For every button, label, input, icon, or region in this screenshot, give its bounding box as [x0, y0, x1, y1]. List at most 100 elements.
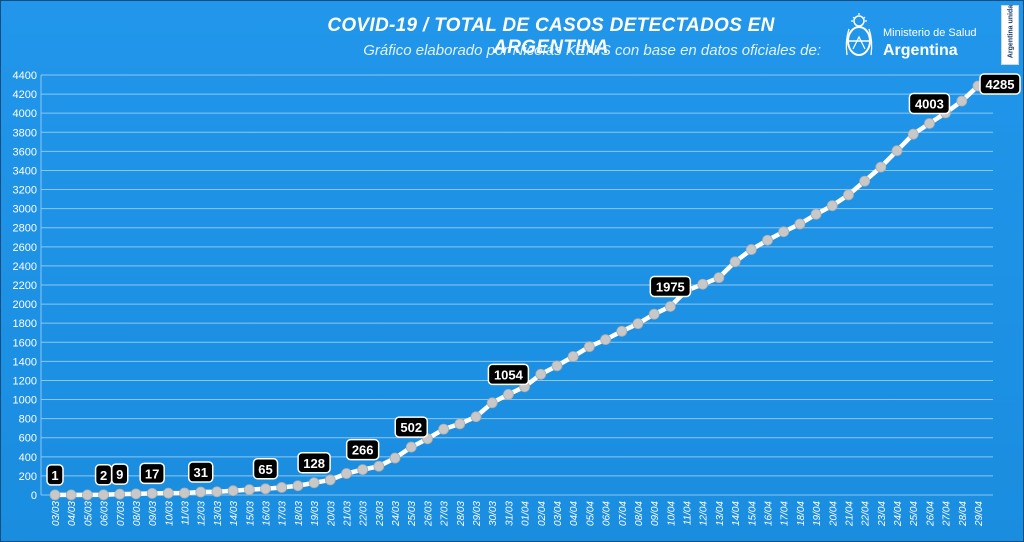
data-label-box: [139, 462, 165, 485]
data-point: [810, 208, 822, 220]
x-tick-label: 19/04: [812, 501, 823, 526]
data-point: [470, 411, 482, 423]
data-point: [632, 318, 644, 330]
x-tick-label: 15/03: [245, 501, 256, 526]
x-tick-label: 10/04: [666, 501, 677, 526]
x-tick-label: 25/03: [407, 501, 418, 527]
data-label-text: 1975: [656, 279, 685, 294]
x-tick-label: 16/03: [262, 501, 273, 526]
y-tick-label: 400: [19, 452, 37, 464]
x-tick-label: 26/04: [925, 501, 936, 527]
y-tick-label: 3200: [13, 185, 37, 197]
data-label-text: 4003: [915, 96, 944, 111]
data-point: [49, 489, 61, 501]
data-label-text: 1054: [494, 367, 524, 382]
country-name: Argentina: [883, 42, 958, 59]
data-point: [745, 244, 757, 255]
x-tick-label: 01/04: [521, 501, 532, 526]
data-label-box: [252, 458, 279, 480]
ministry-name: Ministerio de Salud: [883, 27, 977, 39]
data-point: [308, 477, 320, 489]
x-tick-label: 07/03: [116, 501, 127, 526]
x-tick-label: 17/03: [278, 501, 289, 526]
x-tick-label: 11/03: [181, 501, 192, 526]
data-label: 4285: [979, 73, 1021, 95]
data-point: [65, 489, 77, 501]
data-point: [535, 368, 547, 380]
x-tick-label: 08/04: [634, 501, 645, 526]
data-label: 1975: [649, 275, 692, 298]
data-label: 31: [187, 461, 214, 483]
data-point: [843, 189, 854, 201]
y-tick-label: 3800: [13, 127, 37, 139]
data-point: [486, 397, 498, 409]
data-point: [227, 485, 239, 497]
data-label: 1054: [487, 363, 530, 386]
x-tick-label: 06/04: [602, 501, 613, 526]
data-point: [454, 418, 466, 430]
x-tick-label: 10/03: [164, 501, 175, 526]
y-tick-label: 3000: [13, 204, 37, 216]
x-tick-label: 03/03: [51, 501, 62, 526]
data-point: [713, 272, 725, 284]
chart-title: COVID-19 / TOTAL DE CASOS DETECTADOS EN …: [327, 15, 775, 58]
x-tick-label: 07/04: [618, 501, 629, 526]
data-label-box: [908, 92, 951, 115]
data-label-box: [187, 461, 214, 483]
x-tick-label: 11/04: [683, 501, 694, 526]
data-point: [341, 468, 352, 479]
data-label: 2: [94, 464, 113, 486]
x-tick-label: 28/04: [958, 501, 969, 527]
data-point: [179, 487, 190, 499]
data-label-box: [649, 275, 692, 298]
x-tick-label: 16/04: [763, 501, 774, 526]
data-point: [891, 145, 903, 157]
x-tick-label: 14/03: [229, 501, 240, 526]
argentina-unida-badge: Argentina unida: [1001, 5, 1019, 65]
data-point: [357, 464, 369, 476]
x-tick-label: 05/03: [83, 501, 94, 526]
data-point: [324, 474, 336, 486]
x-tick-label: 27/03: [440, 501, 451, 527]
x-tick-label: 21/04: [844, 501, 855, 527]
x-tick-label: 18/04: [796, 501, 807, 526]
data-point: [600, 334, 611, 346]
x-tick-label: 09/04: [650, 501, 661, 526]
data-point: [130, 488, 142, 500]
x-tick-label: 20/04: [828, 501, 839, 527]
x-tick-label: 18/03: [294, 501, 305, 526]
data-point: [243, 484, 255, 496]
ministry-logo: Ministerio de Salud Argentina: [843, 11, 993, 63]
data-point: [664, 301, 676, 312]
data-point: [162, 487, 174, 499]
data-point: [648, 308, 660, 320]
data-label-text: 31: [194, 465, 208, 480]
data-point: [697, 278, 709, 290]
data-label: 9: [111, 463, 129, 485]
y-tick-label: 0: [31, 490, 37, 502]
x-tick-label: 21/03: [342, 501, 353, 527]
data-point: [729, 256, 741, 268]
data-point: [794, 218, 806, 230]
data-point: [389, 452, 401, 464]
x-tick-label: 05/04: [585, 501, 596, 526]
y-tick-label: 600: [19, 433, 37, 445]
y-tick-label: 4400: [13, 70, 37, 82]
data-point: [438, 423, 450, 435]
x-tick-label: 04/03: [67, 501, 78, 526]
data-point: [81, 489, 93, 501]
data-point: [956, 95, 968, 107]
y-tick-label: 1200: [13, 375, 37, 387]
x-tick-label: 12/03: [197, 501, 208, 526]
data-point: [616, 325, 628, 337]
data-point: [98, 489, 109, 501]
data-label-box: [394, 416, 428, 438]
x-tick-label: 22/04: [861, 501, 872, 527]
x-tick-label: 24/04: [893, 501, 904, 527]
data-point: [114, 488, 126, 500]
x-tick-label: 24/03: [391, 501, 402, 527]
x-tick-label: 08/03: [132, 501, 143, 526]
x-tick-label: 03/04: [553, 501, 564, 526]
data-label-box: [487, 363, 530, 386]
